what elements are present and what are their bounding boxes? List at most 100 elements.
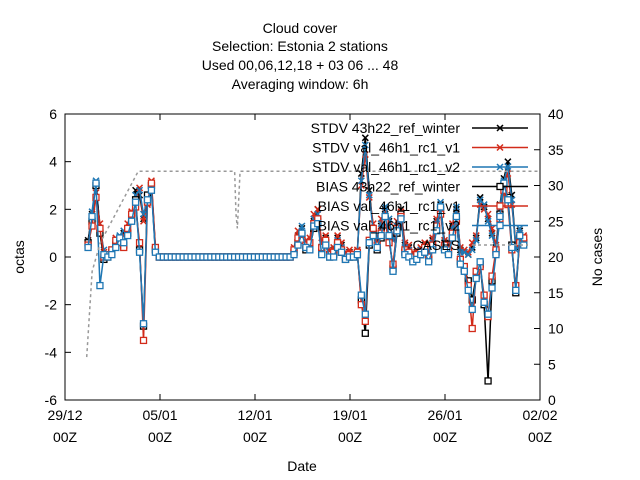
data-point [421,248,429,256]
data-point [397,215,405,223]
data-point [468,305,476,314]
data-point [147,179,156,187]
legend-entry: BIAS 43h22_ref_winter [316,179,528,195]
data-point [405,253,413,261]
x-tick-label-hour: 00Z [243,429,268,445]
y2-tick-label: 15 [548,285,564,301]
axes-layer: -6 -4 -2 0 2 4 6 0 5 10 15 20 25 30 35 40 29/12 00Z 05/01 0… [45,106,564,445]
data-point [381,203,389,211]
data-point [468,324,476,333]
data-point [512,286,520,295]
x-tick-label-date: 26/01 [427,407,462,423]
data-point [369,224,377,233]
x-axis-label: Date [287,458,317,474]
data-point [448,234,457,242]
y2-tick-label: 20 [548,249,564,265]
legend-marker [496,124,504,132]
data-point [413,255,421,264]
data-point [389,267,397,275]
data-point [460,248,468,256]
data-point [139,210,148,218]
data-point [381,212,389,221]
y2-axis-label: No cases [589,228,605,286]
legend-marker [496,202,504,210]
data-point [472,236,480,244]
data-point [290,250,298,259]
data-point [365,191,373,199]
y-tick-label: -2 [45,297,58,313]
plot-frame [64,113,541,401]
data-point [432,227,441,235]
data-point [127,210,136,218]
y2-tick-label: 40 [548,106,564,122]
data-point [476,193,484,201]
legend-label: BIAS 43h22_ref_winter [316,179,460,195]
data-point [353,250,362,259]
data-point [516,224,524,232]
data-point [112,243,120,252]
data-point [476,258,484,266]
legend-entry: STDV 43h22_ref_winter [311,120,528,136]
data-point [139,320,148,328]
data-point [460,267,468,275]
y-tick-label: 0 [49,249,57,265]
data-point [116,234,124,242]
data-point [337,248,346,256]
data-point [136,186,144,194]
data-point [357,177,365,185]
data-point [88,222,96,230]
data-point [139,217,148,225]
series-3 [84,181,528,385]
data-point [440,246,449,254]
y2-tick-label: 10 [548,321,564,337]
y-tick-label: 4 [49,154,57,170]
data-point [294,241,302,249]
data-point [357,301,365,309]
legend-entry: BIAS val_46h1_rc1_v1 [318,198,528,214]
data-point [496,212,504,221]
data-point [306,246,314,254]
data-point [361,329,369,337]
legend-label: BIAS val_46h1_rc1_v2 [318,218,461,234]
data-point [464,286,472,295]
legend: STDV 43h22_ref_winter STDV val_46h1_rc1_v… [311,120,528,253]
data-point [480,298,488,306]
x-tick-label-date: 29/12 [47,407,82,423]
data-point [472,274,480,283]
legend-entry: STDV val_46h1_rc1_v1 [312,140,528,156]
data-point [124,224,132,233]
legend-entry: STDV val_46h1_rc1_v2 [312,159,528,175]
data-point [425,258,433,266]
data-point [361,310,369,318]
data-point [508,243,516,252]
data-point [361,317,369,326]
x-tick-label-date: 02/02 [522,407,557,423]
data-point [147,186,156,194]
legend-label: STDV val_46h1_rc1_v2 [312,159,460,175]
x-tick-label-date: 19/01 [332,407,367,423]
data-point [92,179,100,187]
legend-label: STDV val_46h1_rc1_v1 [312,140,460,156]
data-point [143,196,152,204]
data-point [377,231,385,240]
legend-entry: CASES [413,237,528,253]
data-point [357,291,365,299]
data-point [385,231,393,240]
data-point [135,248,144,256]
data-point [333,243,342,252]
data-point [88,212,96,221]
title-line-1: Cloud cover [263,20,338,36]
data-point [298,222,306,230]
data-point [298,229,306,237]
legend-label: CASES [413,237,460,253]
title-line-4: Averaging window: 6h [232,76,369,92]
legend-label: BIAS val_46h1_rc1_v1 [318,198,461,214]
data-point [428,246,437,254]
data-point [84,243,92,252]
data-point [139,336,148,345]
data-point [468,246,476,254]
data-point [436,203,445,211]
data-point [373,243,381,252]
title-line-3: Used 00,06,12,18 + 03 06 ... 48 [202,57,399,73]
